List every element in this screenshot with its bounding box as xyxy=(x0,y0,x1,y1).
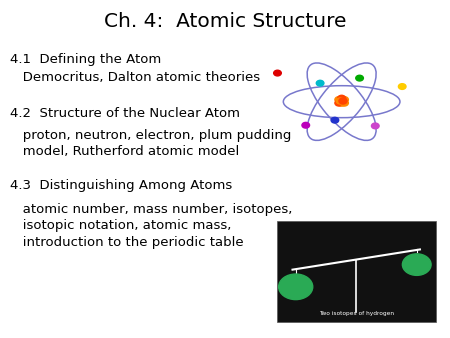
Text: 4.1  Defining the Atom: 4.1 Defining the Atom xyxy=(9,53,161,66)
Circle shape xyxy=(302,122,310,128)
Text: Two isotopes of hydrogen: Two isotopes of hydrogen xyxy=(319,311,394,316)
Circle shape xyxy=(338,95,346,101)
Circle shape xyxy=(331,117,339,123)
Circle shape xyxy=(402,254,431,275)
Circle shape xyxy=(336,98,344,104)
Circle shape xyxy=(340,97,348,103)
Text: 4.3  Distinguishing Among Atoms: 4.3 Distinguishing Among Atoms xyxy=(9,179,232,192)
Circle shape xyxy=(356,75,364,81)
Circle shape xyxy=(371,123,379,129)
Circle shape xyxy=(398,84,406,89)
Circle shape xyxy=(279,274,313,299)
Circle shape xyxy=(335,97,343,103)
Text: Ch. 4:  Atomic Structure: Ch. 4: Atomic Structure xyxy=(104,13,346,31)
Circle shape xyxy=(340,100,348,106)
Circle shape xyxy=(338,100,346,106)
Text: 4.2  Structure of the Nuclear Atom: 4.2 Structure of the Nuclear Atom xyxy=(9,107,240,120)
Circle shape xyxy=(274,70,281,76)
Circle shape xyxy=(316,80,324,86)
Circle shape xyxy=(339,98,347,104)
Text: proton, neutron, electron, plum pudding
   model, Rutherford atomic model: proton, neutron, electron, plum pudding … xyxy=(9,128,291,158)
Text: Democritus, Dalton atomic theories: Democritus, Dalton atomic theories xyxy=(9,71,260,84)
Text: atomic number, mass number, isotopes,
   isotopic notation, atomic mass,
   intr: atomic number, mass number, isotopes, is… xyxy=(9,203,292,249)
Circle shape xyxy=(335,100,343,106)
Bar xyxy=(277,221,436,322)
